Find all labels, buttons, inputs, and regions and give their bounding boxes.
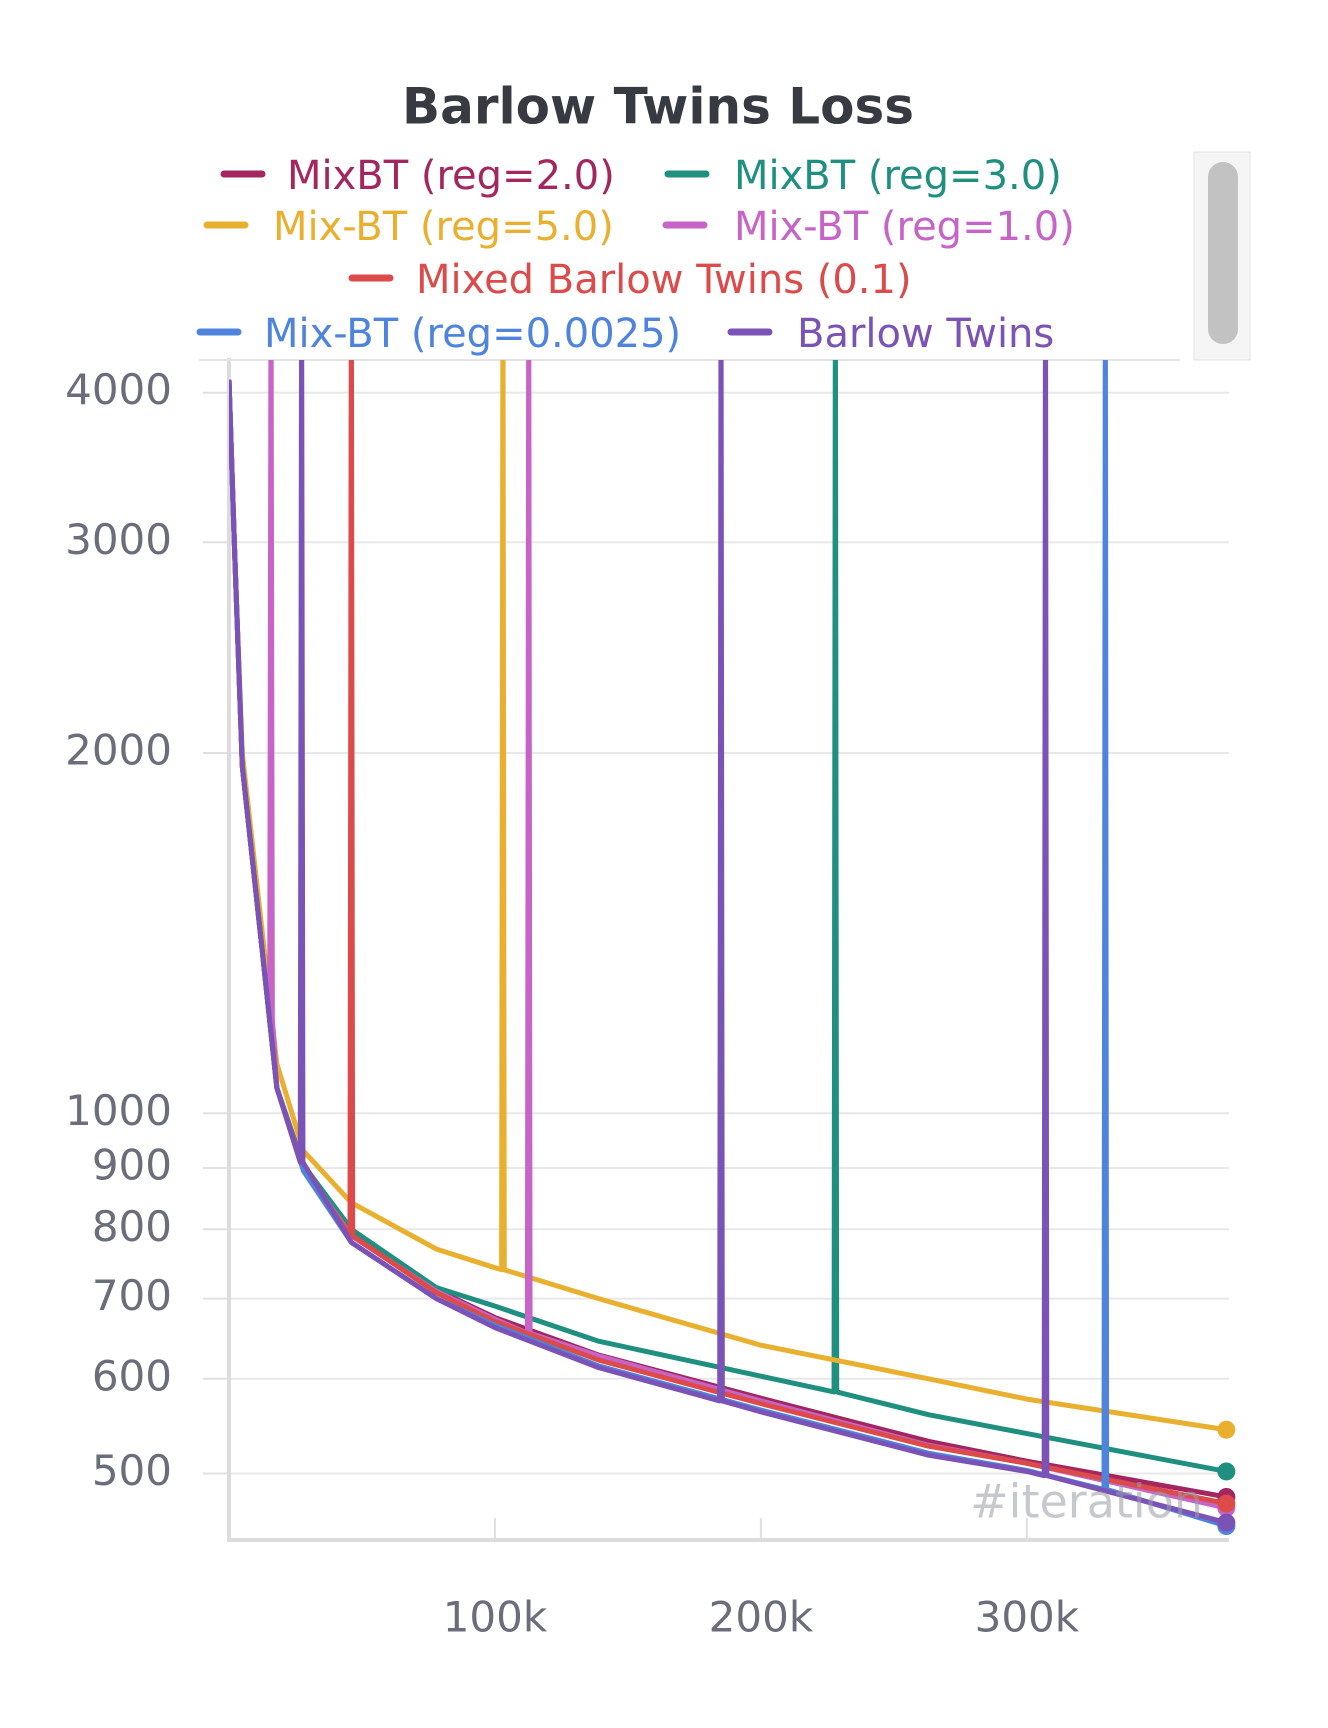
end-dot bbox=[1217, 1494, 1236, 1513]
plot-area bbox=[229, 360, 1228, 1529]
series-line bbox=[229, 360, 1227, 1525]
y-tick-label: 3000 bbox=[65, 515, 172, 564]
series-line bbox=[229, 360, 1228, 1529]
series-line bbox=[229, 360, 1227, 1506]
y-tick-label: 4000 bbox=[65, 365, 172, 414]
y-tick-label: 2000 bbox=[65, 726, 172, 775]
y-tick-label: 800 bbox=[92, 1202, 172, 1251]
legend-label: Mixed Barlow Twins (0.1) bbox=[416, 257, 912, 303]
legend-label: Mix-BT (reg=5.0) bbox=[273, 204, 614, 250]
y-tick-label: 700 bbox=[92, 1271, 172, 1320]
series-line bbox=[229, 379, 1227, 1500]
series-line bbox=[229, 360, 1227, 1433]
y-tick-label: 900 bbox=[92, 1141, 172, 1190]
y-tick-label: 500 bbox=[92, 1446, 172, 1495]
end-dot bbox=[1217, 1513, 1236, 1532]
end-dot bbox=[1217, 1420, 1236, 1439]
chart-title: Barlow Twins Loss bbox=[402, 78, 914, 136]
scrollbar-thumb[interactable] bbox=[1208, 162, 1238, 344]
series-line bbox=[229, 360, 1227, 1511]
series-line bbox=[229, 360, 1227, 1474]
legend-label: Mix-BT (reg=0.0025) bbox=[264, 311, 681, 357]
y-tick-label: 600 bbox=[92, 1351, 172, 1400]
x-tick-label: 200k bbox=[709, 1593, 814, 1642]
x-tick-label: 300k bbox=[975, 1593, 1080, 1642]
x-tick-label: 100k bbox=[443, 1593, 548, 1642]
y-tick-label: 1000 bbox=[65, 1086, 172, 1135]
x-axis-label: #iteration bbox=[970, 1475, 1203, 1529]
legend-label: MixBT (reg=3.0) bbox=[734, 153, 1062, 199]
legend-label: Barlow Twins bbox=[797, 311, 1054, 357]
legend-label: MixBT (reg=2.0) bbox=[287, 153, 615, 199]
legend-label: Mix-BT (reg=1.0) bbox=[734, 204, 1075, 250]
end-dot bbox=[1217, 1462, 1236, 1481]
